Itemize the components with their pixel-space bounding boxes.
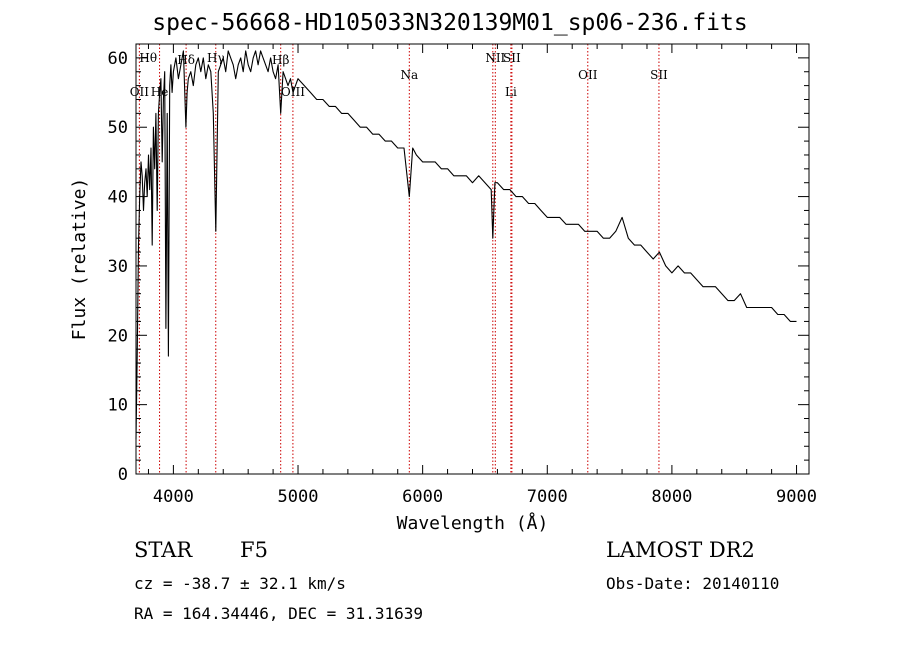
redshift-label: cz = -38.7 ± 32.1 km/s [134, 574, 346, 593]
spectral-line-label: SII [503, 51, 521, 65]
spectral-line-label: Hβ [272, 53, 289, 67]
y-tick-label: 60 [108, 49, 128, 69]
y-axis-label: Flux (relative) [69, 178, 90, 341]
spectral-line-label: Hδ [177, 53, 195, 67]
obs-date-label: Obs-Date: 20140110 [606, 574, 780, 593]
spectral-line-label: Li [505, 85, 517, 99]
x-tick-label: 4000 [153, 487, 194, 507]
x-tick-label: 9000 [776, 487, 817, 507]
x-tick-label: 6000 [402, 487, 443, 507]
spectral-line-label: NII [485, 51, 505, 65]
spectrum-line [135, 50, 797, 440]
spectral-line-label: Na [400, 68, 418, 82]
y-tick-label: 10 [108, 396, 128, 416]
y-tick-label: 0 [118, 465, 128, 485]
chart-title: spec-56668-HD105033N320139M01_sp06-236.f… [152, 10, 748, 36]
x-tick-label: 5000 [278, 487, 319, 507]
y-tick-label: 40 [108, 188, 128, 208]
spectral-line-label: OIII [281, 85, 305, 99]
subclass-label: F5 [240, 538, 268, 562]
y-tick-label: 20 [108, 326, 128, 346]
object-class-label: STAR [134, 538, 193, 562]
spectral-line-label: Hγ [207, 51, 225, 65]
spectral-line-label: SII [650, 68, 668, 82]
y-tick-label: 50 [108, 118, 128, 138]
x-tick-label: 8000 [651, 487, 692, 507]
spectral-line-label: OII [578, 68, 598, 82]
spectral-line-label: OII [130, 85, 150, 99]
survey-label: LAMOST DR2 [606, 538, 755, 562]
plot-frame [135, 43, 810, 475]
coords-label: RA = 164.34446, DEC = 31.31639 [134, 604, 423, 623]
y-tick-label: 30 [108, 257, 128, 277]
spectral-line-label: Hθ [139, 51, 157, 65]
spectral-line-label: He [151, 85, 169, 99]
x-tick-label: 7000 [527, 487, 568, 507]
x-axis-label: Wavelength (Å) [397, 512, 549, 534]
